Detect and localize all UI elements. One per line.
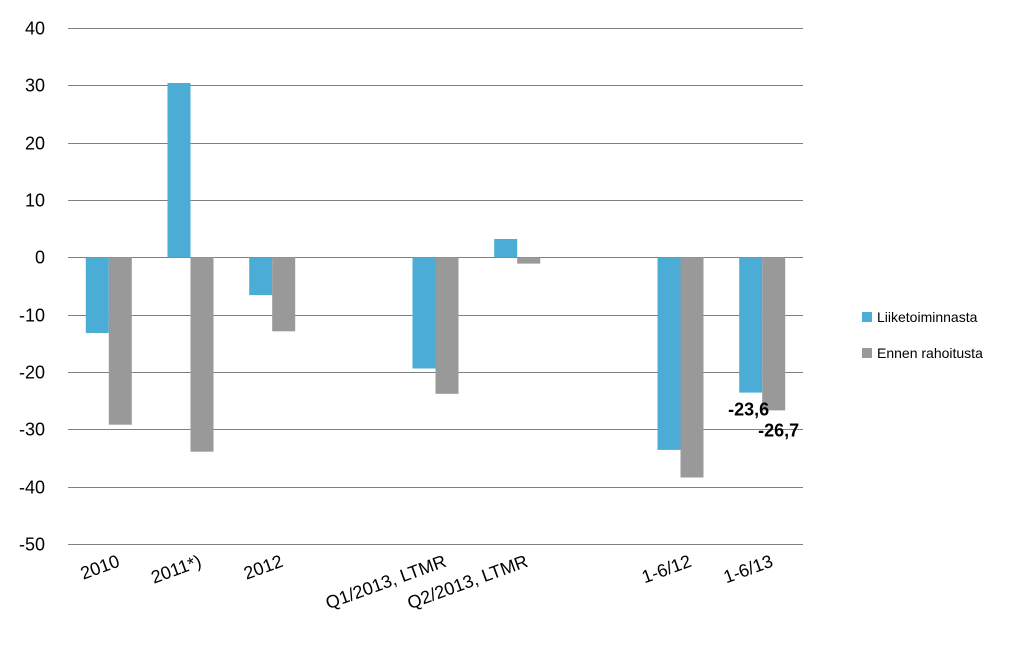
y-tick-label: -30 (19, 420, 45, 440)
y-tick-label: -10 (19, 306, 45, 326)
bar-ennen-rahoitusta (435, 257, 459, 394)
y-tick-label: 30 (25, 76, 45, 96)
x-category-label: 1-6/13 (721, 551, 776, 587)
data-label: -23,6 (728, 400, 769, 420)
bar-liiketoiminnasta (412, 257, 436, 369)
bar-ennen-rahoitusta (272, 257, 296, 332)
bar-liiketoiminnasta (167, 83, 191, 258)
x-category-label: 2011*) (148, 551, 203, 587)
y-tick-label: 0 (35, 248, 45, 268)
y-tick-label: -40 (19, 478, 45, 498)
legend-label-ennen-rahoitusta: Ennen rahoitusta (877, 345, 983, 361)
bar-liiketoiminnasta (85, 257, 109, 333)
y-axis-tick-labels: 40 30 20 10 0 -10 -20 -30 -40 -50 (19, 19, 45, 555)
y-tick-label: 10 (25, 191, 45, 211)
bar-ennen-rahoitusta (680, 257, 704, 478)
bar-liiketoiminnasta (249, 257, 273, 296)
data-labels: -23,6-26,7 (728, 400, 799, 441)
legend-label-liiketoiminnasta: Liiketoiminnasta (877, 309, 978, 325)
bar-ennen-rahoitusta (190, 257, 214, 452)
bar-ennen-rahoitusta (517, 257, 541, 264)
bar-liiketoiminnasta (739, 257, 763, 393)
x-category-label: 2010 (78, 551, 122, 583)
legend-swatch-ennen-rahoitusta (862, 348, 872, 358)
legend: Liiketoiminnasta Ennen rahoitusta (862, 309, 983, 361)
x-category-label: 1-6/12 (639, 551, 694, 587)
bar-ennen-rahoitusta (108, 257, 132, 425)
y-tick-label: -50 (19, 535, 45, 555)
data-label: -26,7 (758, 420, 799, 440)
bar-ennen-rahoitusta (762, 257, 786, 411)
y-tick-label: 40 (25, 19, 45, 39)
bar-liiketoiminnasta (657, 257, 681, 450)
x-category-label: 2012 (241, 551, 285, 583)
y-tick-label: -20 (19, 363, 45, 383)
y-tick-label: 20 (25, 134, 45, 154)
bars (85, 83, 786, 478)
bar-liiketoiminnasta (494, 239, 518, 258)
legend-swatch-liiketoiminnasta (862, 312, 872, 322)
